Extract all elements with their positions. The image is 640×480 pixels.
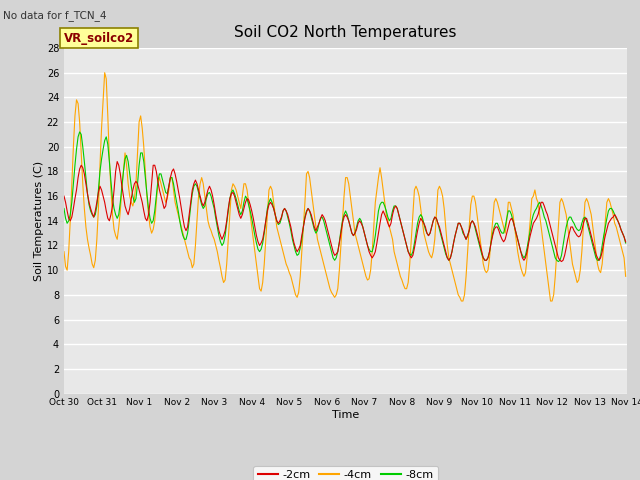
Y-axis label: Soil Temperatures (C): Soil Temperatures (C) <box>34 161 44 281</box>
Legend: -2cm, -4cm, -8cm: -2cm, -4cm, -8cm <box>253 466 438 480</box>
Text: No data for f_TCN_4: No data for f_TCN_4 <box>3 10 107 21</box>
Title: Soil CO2 North Temperatures: Soil CO2 North Temperatures <box>234 25 457 40</box>
X-axis label: Time: Time <box>332 410 359 420</box>
Text: VR_soilco2: VR_soilco2 <box>64 32 134 45</box>
